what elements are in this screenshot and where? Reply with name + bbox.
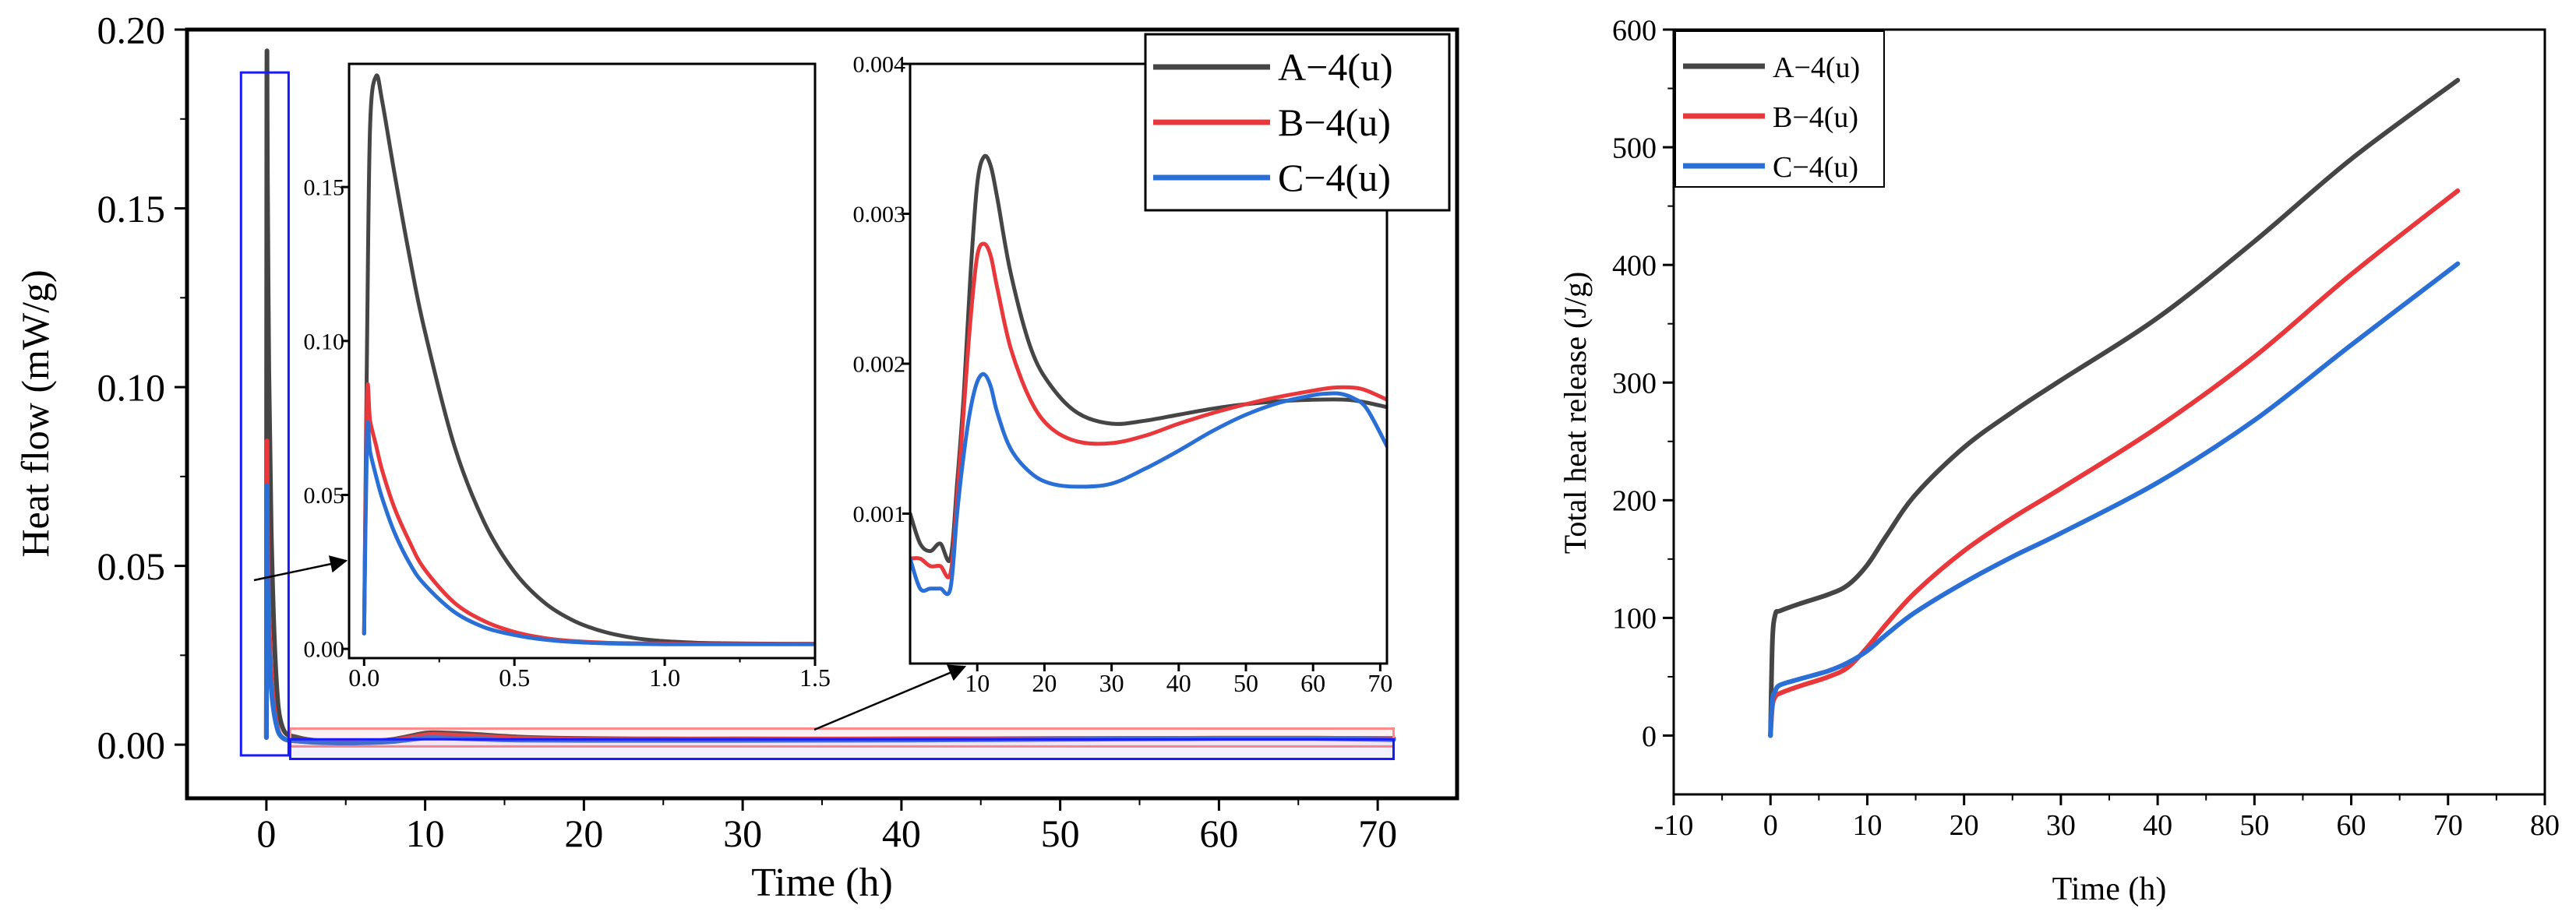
inset1-y-tick-label: 0.00 [304,637,345,663]
main-y-tick-label: 0.20 [97,9,166,52]
right-y-ticks: 0 100 200 300 400 500 600 [1612,14,1674,753]
inset2-x-tick-label: 20 [1032,669,1057,697]
inset2-x-tick-label: 70 [1367,669,1392,697]
main-legend: A−4(u) B−4(u) C−4(u) [1144,33,1451,212]
right-x-axis-label: Time (h) [2052,871,2167,907]
inset2-x-tick-label: 50 [1233,669,1258,697]
inset1-x-tick-label: 0.5 [499,664,530,692]
right-legend-label-b: B−4(u) [1773,101,1858,134]
main-x-tick-label: 20 [564,812,603,855]
legend-label-a: A−4(u) [1278,45,1393,89]
main-x-tick-label: 70 [1358,812,1397,855]
right-y-tick-label: 600 [1612,14,1657,47]
inset1-y-tick-label: 0.05 [304,483,345,509]
inset2-y-tick-label: 0.003 [853,202,906,227]
inset1-series-layer [362,73,815,646]
right-x-tick-label: 60 [2337,809,2366,842]
right-x-tick-label: 70 [2433,809,2463,842]
right-y-tick-label: 0 [1642,720,1657,753]
inset2-x-tick-label: 40 [1166,669,1191,697]
inset1-x-tick-label: 0.0 [348,664,379,692]
main-x-tick-label: 30 [723,812,762,855]
inset2-y-tick-label: 0.001 [853,502,906,527]
main-y-axis-label: Heat flow (mW/g) [13,269,57,557]
late-period-zoom-box [288,738,1395,761]
inset1-frame [348,62,817,660]
inset1-x-tick-label: 1.5 [799,664,831,692]
heat-flow-chart: 0 10 20 30 40 50 60 70 0.00 0.05 0.10 0.15 0.20 Tim… [13,9,1459,905]
right-y-tick-label: 200 [1612,485,1657,518]
right-x-tick-label: 30 [2046,809,2076,842]
inset2-x-tick-label: 60 [1300,669,1325,697]
inset1-y-ticks: 0.00 0.05 0.10 0.15 [304,175,349,663]
inset2-y-tick-label: 0.002 [853,352,906,378]
right-y-tick-label: 100 [1612,603,1657,636]
inset1-x-tick-label: 1.0 [649,664,680,692]
right-y-axis-label: Total heat release (J/g) [1558,272,1593,555]
legend-label-c: C−4(u) [1278,156,1391,199]
main-x-ticks: 0 10 20 30 40 50 60 70 [256,798,1397,855]
right-x-tick-label: 10 [1852,809,1882,842]
inset2-x-ticks: 10 20 30 40 50 60 70 [965,664,1392,697]
inset2-y-ticks: 0.001 0.002 0.003 0.004 [853,52,910,527]
main-y-tick-label: 0.00 [97,724,166,767]
right-series-layer [1768,78,2461,738]
total-heat-chart: -10 0 10 20 30 40 50 60 70 80 0 100 200 300 400 500 600… [1558,14,2560,907]
main-x-tick-label: 0 [256,812,276,855]
right-x-tick-label: 80 [2530,809,2560,842]
inset1-pointer-arrow [253,555,348,582]
inset2-x-tick-label: 30 [1099,669,1124,697]
right-x-tick-label: 20 [1950,809,1979,842]
inset1-series-line-a [362,73,815,646]
right-x-tick-label: 40 [2143,809,2172,842]
right-legend-label-c: C−4(u) [1773,151,1858,184]
inset1-y-tick-label: 0.10 [304,329,345,354]
right-x-tick-label: 0 [1763,809,1778,842]
right-x-tick-label: -10 [1654,809,1694,842]
right-x-tick-label: 50 [2239,809,2269,842]
inset2-series-line-c [910,371,1387,597]
inset2-pointer-arrow [813,664,967,731]
inset2-x-tick-label: 10 [965,669,990,697]
main-x-tick-label: 40 [882,812,921,855]
right-x-ticks: -10 0 10 20 30 40 50 60 70 80 [1654,794,2560,842]
inset2-series-layer [910,153,1387,597]
main-x-tick-label: 10 [406,812,445,855]
inset1-series-line-c [362,420,815,646]
main-x-tick-label: 50 [1041,812,1080,855]
main-y-tick-label: 0.15 [97,187,166,231]
right-y-tick-label: 500 [1612,132,1657,164]
late-period-highlight-band [288,727,1395,748]
right-series-line-a [1768,78,2461,738]
right-series-line-b [1768,188,2461,738]
right-series-line-c [1768,261,2461,738]
right-legend-box [1674,30,1885,188]
main-y-tick-label: 0.10 [97,366,166,410]
inset1-y-tick-label: 0.15 [304,175,345,201]
inset1-x-ticks: 0.0 0.5 1.0 1.5 [348,658,831,692]
legend-label-b: B−4(u) [1278,100,1391,144]
early-period-zoom-box [239,71,290,757]
inset2-y-tick-label: 0.004 [853,52,906,78]
inset-early-hydration: 0.0 0.5 1.0 1.5 0.00 0.05 0.10 0.15 [304,62,831,692]
main-y-tick-label: 0.05 [97,544,166,588]
main-x-tick-label: 60 [1199,812,1238,855]
right-y-tick-label: 400 [1612,249,1657,282]
right-legend: A−4(u) B−4(u) C−4(u) [1674,30,1885,188]
main-x-axis-label: Time (h) [751,861,893,905]
inset1-background [349,64,815,658]
main-y-ticks: 0.00 0.05 0.10 0.15 0.20 [97,9,187,767]
right-y-tick-label: 300 [1612,368,1657,400]
right-legend-label-a: A−4(u) [1773,51,1860,84]
zoom-indicators [239,71,1395,761]
